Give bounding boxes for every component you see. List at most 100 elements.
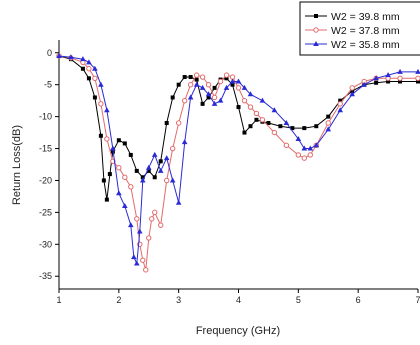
x-axis-ticks: 1 2 3 4 5 6 7 bbox=[56, 289, 420, 305]
data-point bbox=[338, 98, 343, 103]
data-point bbox=[140, 257, 146, 263]
data-point bbox=[152, 209, 158, 216]
y-tick-label: -5 bbox=[44, 80, 52, 90]
data-point bbox=[314, 124, 319, 129]
data-point bbox=[175, 120, 182, 126]
data-point bbox=[229, 78, 236, 84]
data-point bbox=[86, 76, 91, 81]
data-point bbox=[205, 81, 212, 88]
data-point bbox=[146, 168, 151, 173]
data-point bbox=[86, 59, 92, 65]
data-point bbox=[92, 95, 97, 100]
data-point bbox=[241, 84, 248, 90]
data-point bbox=[290, 126, 295, 131]
data-point bbox=[193, 81, 200, 87]
y-axis-ticks: 0 -5 -10 -15 -20 -25 -30 -35 bbox=[39, 48, 59, 281]
x-tick-label: 7 bbox=[415, 295, 420, 305]
data-point bbox=[158, 159, 163, 164]
legend-swatch-marker bbox=[314, 14, 318, 18]
x-tick-label: 1 bbox=[56, 295, 61, 305]
data-point bbox=[217, 78, 224, 85]
data-point bbox=[68, 54, 74, 60]
data-point bbox=[223, 72, 230, 78]
data-point bbox=[373, 75, 379, 81]
data-point bbox=[149, 216, 155, 222]
y-tick-label: -20 bbox=[39, 175, 52, 185]
data-point bbox=[116, 190, 122, 196]
data-point bbox=[337, 107, 344, 113]
data-point bbox=[386, 79, 391, 84]
data-point bbox=[92, 65, 98, 71]
legend-item: W2 = 37.8 mm bbox=[305, 25, 400, 37]
data-point bbox=[176, 82, 181, 87]
data-point bbox=[236, 105, 241, 110]
data-point bbox=[350, 89, 355, 94]
y-axis-title: Return Loss(dB) bbox=[11, 125, 23, 205]
data-point bbox=[385, 72, 391, 78]
data-point bbox=[122, 141, 127, 146]
data-point bbox=[278, 124, 283, 129]
data-point bbox=[271, 107, 278, 113]
data-point bbox=[307, 145, 314, 151]
data-point bbox=[211, 100, 218, 106]
data-point bbox=[128, 152, 133, 157]
series-line bbox=[58, 55, 418, 200]
data-point bbox=[136, 228, 143, 234]
x-tick-label: 3 bbox=[176, 295, 181, 305]
data-point bbox=[223, 84, 230, 90]
data-point bbox=[337, 101, 343, 107]
data-point bbox=[349, 85, 355, 91]
data-point bbox=[116, 138, 121, 143]
y-tick-label: -10 bbox=[39, 112, 52, 122]
data-point bbox=[253, 110, 260, 117]
data-point bbox=[145, 164, 152, 170]
data-point bbox=[302, 126, 307, 131]
series-3 bbox=[56, 52, 420, 266]
data-point bbox=[175, 199, 182, 205]
data-point bbox=[397, 68, 403, 74]
series-line bbox=[58, 55, 418, 266]
y-tick-label: 0 bbox=[47, 48, 52, 58]
legend-label: W2 = 37.8 mm bbox=[331, 25, 400, 37]
data-point bbox=[122, 203, 128, 208]
data-point bbox=[104, 136, 110, 142]
data-point bbox=[374, 80, 379, 85]
data-point bbox=[134, 216, 140, 222]
legend-label: W2 = 35.8 mm bbox=[331, 39, 400, 51]
data-point bbox=[164, 121, 169, 125]
legend-swatch-marker bbox=[313, 41, 319, 46]
data-point bbox=[307, 152, 313, 158]
data-point bbox=[169, 177, 176, 183]
data-point bbox=[211, 94, 218, 101]
data-point bbox=[110, 145, 116, 151]
data-point bbox=[205, 91, 212, 97]
data-point bbox=[398, 79, 403, 84]
data-point bbox=[80, 56, 86, 62]
data-point bbox=[133, 260, 140, 266]
data-point bbox=[212, 85, 217, 90]
data-point bbox=[98, 133, 103, 138]
legend: W2 = 39.8 mm W2 = 37.8 mm W2 = 35.8 mm bbox=[299, 1, 420, 56]
data-point bbox=[116, 164, 122, 171]
data-point bbox=[181, 139, 188, 145]
data-point bbox=[139, 177, 146, 183]
data-point bbox=[101, 178, 106, 183]
data-point bbox=[415, 75, 420, 82]
data-point bbox=[98, 81, 104, 87]
data-point bbox=[56, 52, 62, 58]
data-point bbox=[130, 254, 137, 260]
data-point bbox=[80, 66, 85, 71]
legend-box bbox=[299, 1, 420, 56]
data-point bbox=[271, 129, 278, 136]
x-tick-label: 4 bbox=[236, 295, 241, 305]
x-tick-label: 5 bbox=[296, 295, 301, 305]
data-point bbox=[313, 142, 320, 148]
data-point bbox=[266, 121, 271, 125]
plot-area bbox=[58, 40, 418, 290]
data-point bbox=[128, 184, 134, 190]
data-point bbox=[107, 172, 112, 177]
data-point bbox=[224, 76, 229, 81]
data-point bbox=[122, 174, 128, 180]
data-point bbox=[242, 130, 247, 135]
data-point bbox=[230, 82, 235, 87]
